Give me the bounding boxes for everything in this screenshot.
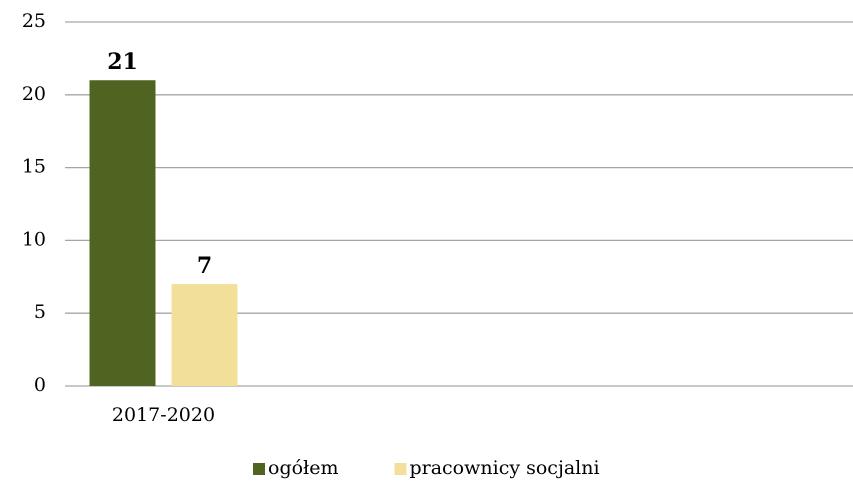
bar: [171, 284, 238, 386]
y-tick-label: 5: [34, 301, 46, 323]
legend-swatch: [394, 463, 407, 475]
legend-swatch: [253, 463, 265, 475]
x-tick-label: 2017-2020: [112, 404, 215, 426]
bar: [89, 80, 156, 387]
value-label: 21: [107, 49, 138, 75]
legend-label: ogółem: [268, 457, 338, 479]
y-tick-label: 10: [22, 228, 46, 250]
legend-label: pracownicy socjalni: [409, 457, 599, 479]
y-tick-label: 25: [22, 10, 46, 32]
y-tick-label: 20: [22, 83, 46, 105]
y-tick-label: 0: [34, 374, 46, 396]
value-label: 7: [197, 253, 212, 279]
y-tick-label: 15: [22, 156, 46, 178]
